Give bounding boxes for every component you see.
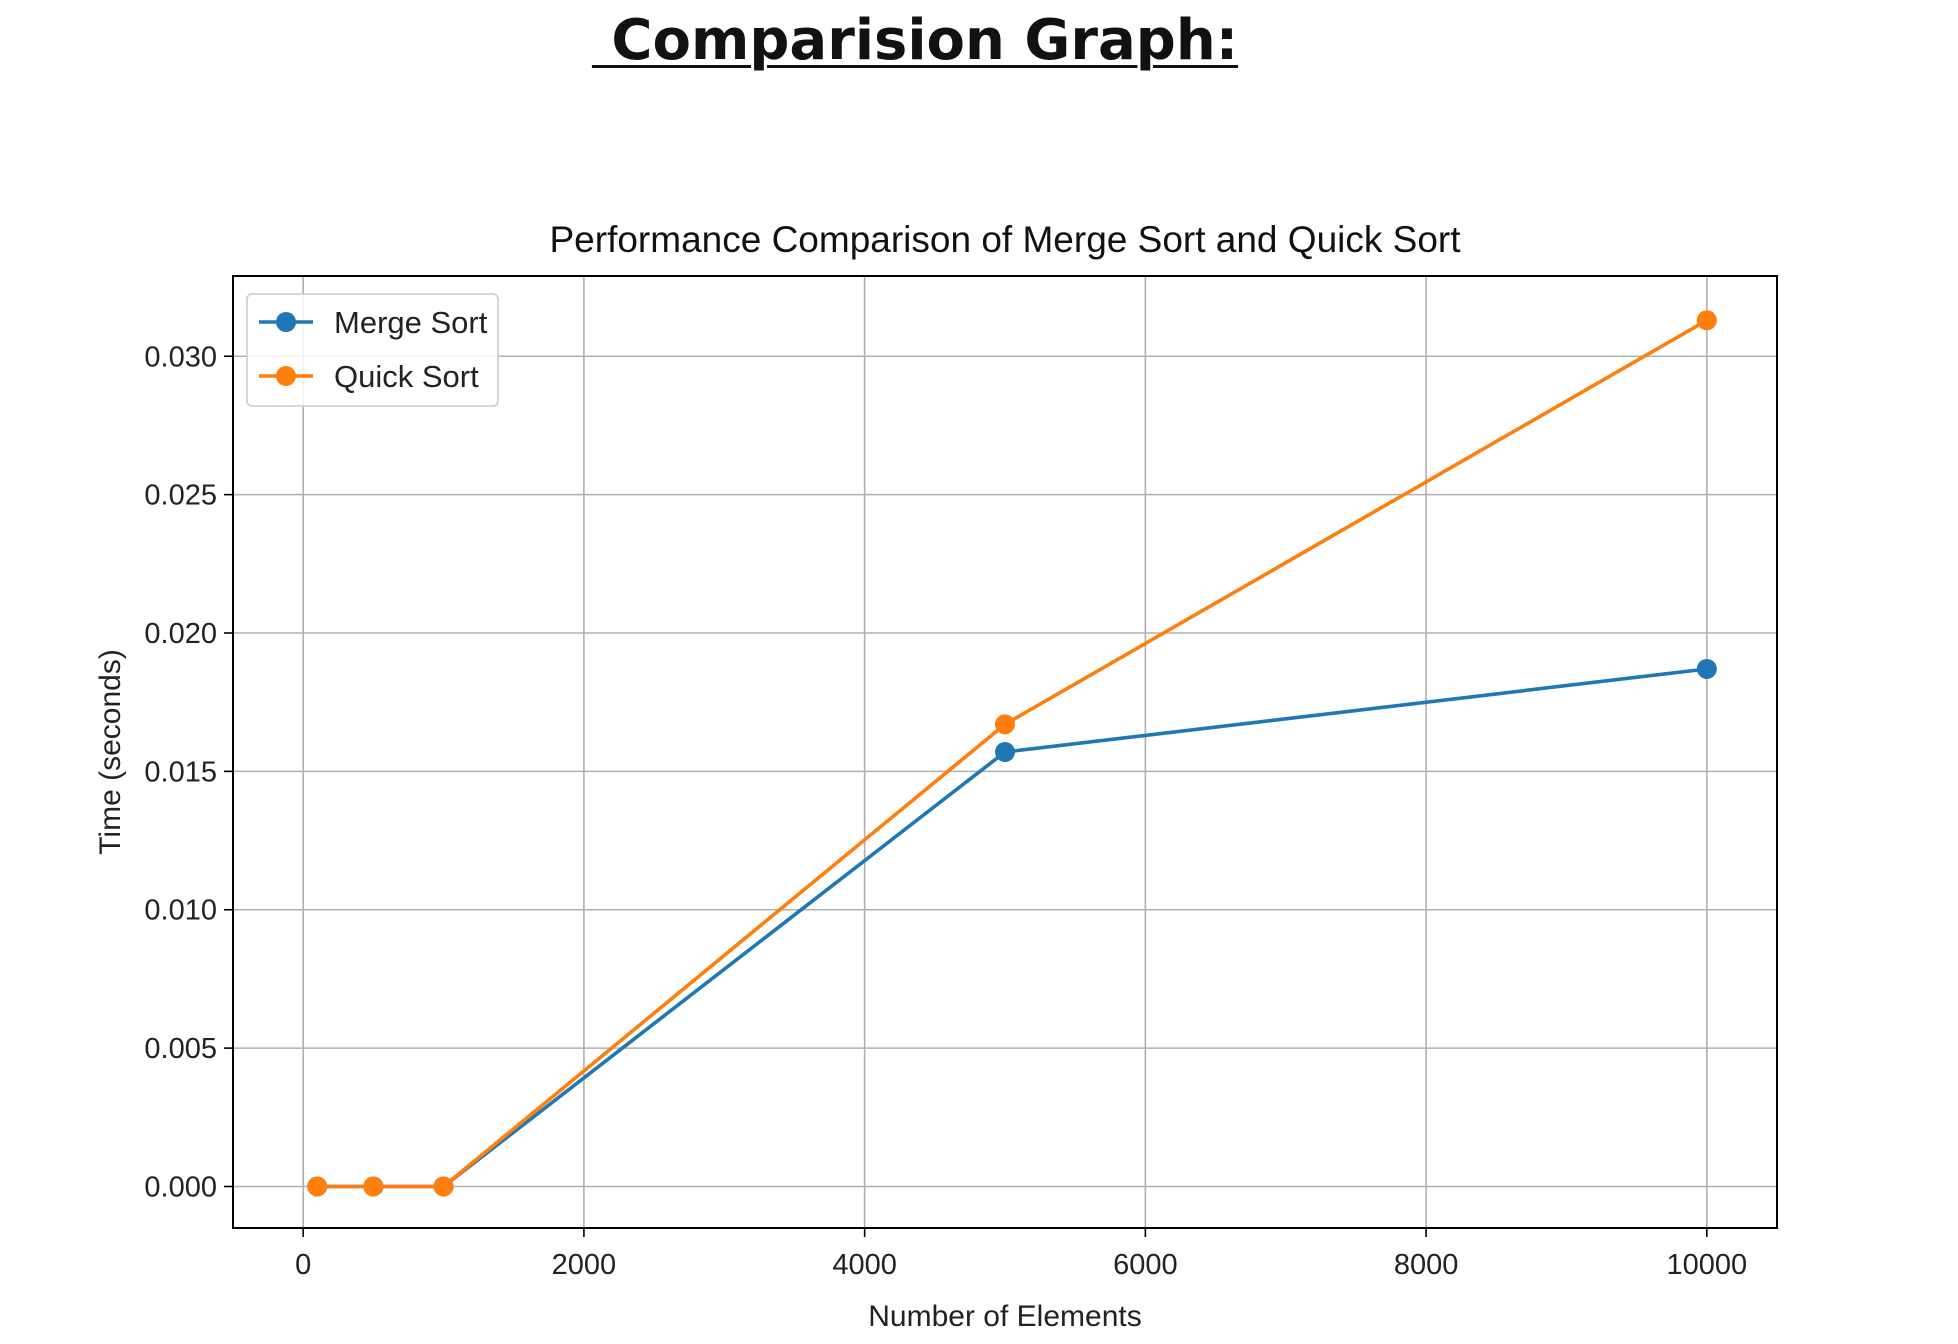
legend-marker-merge-sort	[276, 312, 296, 332]
y-tick-label: 0.010	[144, 895, 217, 927]
x-axis-title: Number of Elements	[868, 1300, 1141, 1333]
merge-sort-point	[995, 742, 1015, 762]
quick-sort-point	[995, 714, 1015, 735]
plot-frame	[232, 275, 1778, 1229]
page-heading: Comparision Graph:	[591, 8, 1239, 73]
x-tick-label: 8000	[1394, 1249, 1459, 1281]
legend-label-merge-sort: Merge Sort	[334, 305, 488, 340]
legend-label-quick-sort: Quick Sort	[334, 359, 479, 394]
x-tick-label: 10000	[1666, 1249, 1747, 1281]
chart-title: Performance Comparison of Merge Sort and…	[550, 219, 1462, 260]
y-axis-title: Time (seconds)	[94, 649, 127, 855]
y-tick-label: 0.005	[144, 1033, 217, 1065]
x-tick-label: 4000	[832, 1249, 897, 1281]
legend-marker-quick-sort	[276, 366, 296, 386]
x-tick-label: 0	[295, 1249, 311, 1281]
x-tick-label: 2000	[552, 1249, 617, 1281]
quick-sort-point	[307, 1176, 328, 1197]
y-tick-label: 0.020	[144, 618, 217, 650]
y-tick-label: 0.030	[144, 341, 217, 373]
legend: Merge Sort Quick Sort	[246, 293, 499, 407]
y-tick-label: 0.000	[144, 1171, 217, 1203]
quick-sort-point	[363, 1176, 384, 1197]
x-tick-label: 6000	[1113, 1249, 1178, 1281]
y-tick-label: 0.025	[144, 480, 217, 512]
quick-sort-point	[433, 1176, 454, 1197]
quick-sort-point	[1696, 310, 1717, 331]
merge-sort-point	[1696, 658, 1717, 679]
axes-layer: 0 2000 4000 6000 8000 10000 0.000 0.005 0.010 0.0…	[144, 275, 1778, 1281]
y-tick-label: 0.015	[144, 756, 217, 788]
series-layer	[307, 310, 1717, 1197]
